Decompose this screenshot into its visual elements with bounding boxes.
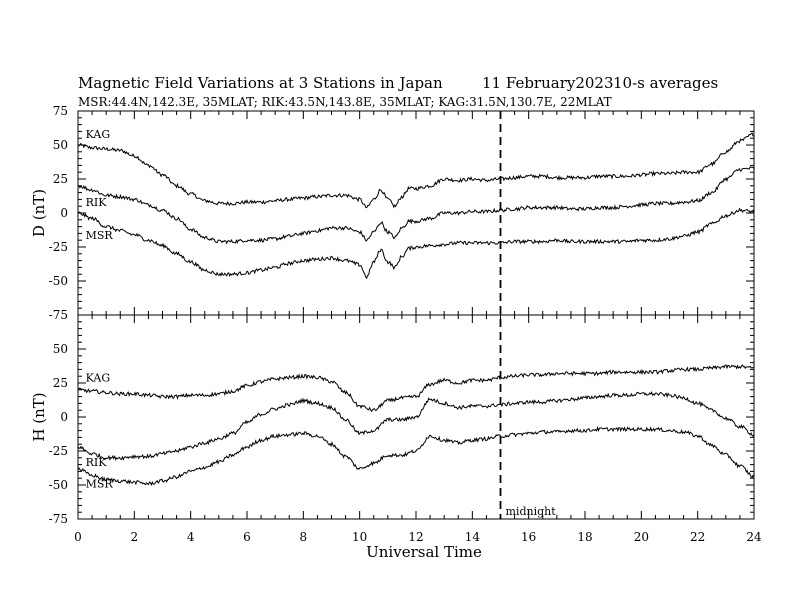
y-tick-label: -75 xyxy=(49,512,68,526)
x-tick-label: 18 xyxy=(577,530,592,544)
x-tick-label: 0 xyxy=(74,530,82,544)
chart-date: 11 February2023 xyxy=(482,74,614,92)
y-tick-label: -50 xyxy=(49,478,68,492)
y-tick-label: 50 xyxy=(53,342,68,356)
x-tick-label: 22 xyxy=(690,530,705,544)
x-tick-label: 20 xyxy=(634,530,649,544)
x-tick-label: 14 xyxy=(465,530,481,544)
y-tick-label: -25 xyxy=(49,444,68,458)
series-line-msr xyxy=(77,425,755,487)
d-component-panel: -75 -50 -25 0 25 50 75 D (nT) KAG RIK MSR xyxy=(30,104,755,322)
y-axis-label: H (nT) xyxy=(30,392,48,441)
series-line-msr xyxy=(77,207,755,280)
x-tick-label: 8 xyxy=(300,530,308,544)
x-tick-label: 2 xyxy=(131,530,139,544)
series-line-rik xyxy=(78,166,755,245)
y-tick-label: -75 xyxy=(49,308,68,322)
x-tick-label: 6 xyxy=(243,530,251,544)
x-tick-label: 4 xyxy=(187,530,195,544)
station-coordinates: MSR:44.4N,142.3E, 35MLAT; RIK:43.5N,143.… xyxy=(78,95,612,109)
series-label-rik: RIK xyxy=(86,196,108,209)
y-tick-label: 25 xyxy=(53,376,68,390)
panel-frame xyxy=(77,110,755,316)
series-label-rik: RIK xyxy=(86,456,108,469)
y-tick-label: -25 xyxy=(49,240,68,254)
y-tick-label: 0 xyxy=(60,410,68,424)
x-axis-ticks: 0 2 4 6 8 10 12 14 16 18 20 22 24 xyxy=(74,530,762,544)
x-axis-label: Universal Time xyxy=(366,543,482,561)
series-label-kag: KAG xyxy=(86,128,111,141)
x-tick-label: 12 xyxy=(408,530,423,544)
series-label-msr: MSR xyxy=(86,478,114,491)
chart-title: Magnetic Field Variations at 3 Stations … xyxy=(78,74,443,92)
y-axis-label: D (nT) xyxy=(30,189,48,237)
chart-averaging: 10-s averages xyxy=(613,74,718,92)
h-component-panel: -75 -50 -25 0 25 50 H (nT) KAG RIK MSR xyxy=(30,314,755,526)
y-tick-label: 0 xyxy=(60,206,68,220)
x-tick-label: 16 xyxy=(521,530,536,544)
y-tick-label: -50 xyxy=(49,274,68,288)
x-tick-label: 10 xyxy=(352,530,367,544)
y-tick-label: 75 xyxy=(53,104,68,118)
x-tick-label: 24 xyxy=(746,530,762,544)
y-tick-label: 25 xyxy=(53,172,68,186)
series-label-kag: KAG xyxy=(86,372,111,385)
series-line-kag xyxy=(77,132,754,209)
series-label-msr: MSR xyxy=(86,229,114,242)
y-tick-label: 50 xyxy=(53,138,68,152)
midnight-label: midnight xyxy=(506,505,557,518)
series-line-rik xyxy=(77,391,755,461)
series-line-kag xyxy=(77,364,755,413)
